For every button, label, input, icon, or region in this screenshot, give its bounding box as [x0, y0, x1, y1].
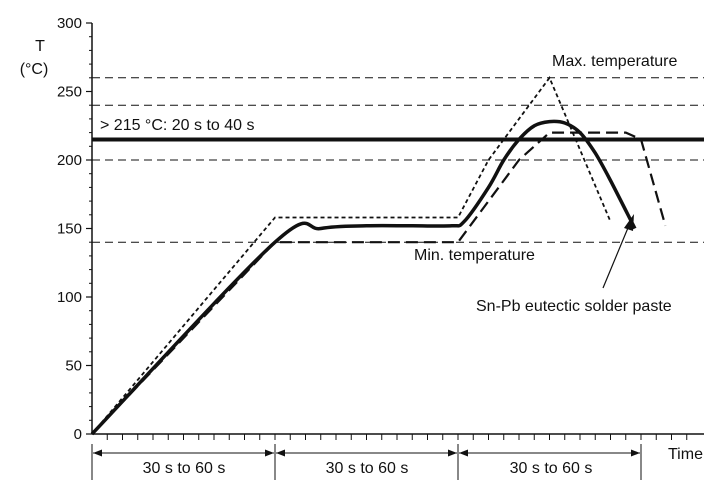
- max-temperature-label: Max. temperature: [552, 53, 677, 70]
- y-tick-label: 300: [57, 15, 82, 32]
- x-minor-ticks: [106, 434, 688, 440]
- y-axis-unit: (°C): [20, 61, 49, 78]
- y-tick-label: 250: [57, 84, 82, 101]
- y-tick-label: 200: [57, 152, 82, 169]
- solder-paste-arrow: [602, 214, 634, 289]
- solder-paste-label: Sn-Pb eutectic solder paste: [476, 298, 672, 315]
- interval-brackets: [91, 444, 642, 480]
- interval-label-1: 30 s to 60 s: [143, 460, 226, 477]
- series-line-dotted: [91, 76, 612, 435]
- y-tick-label: 0: [74, 426, 82, 443]
- y-tick-label: 50: [65, 358, 82, 375]
- threshold-label: > 215 °C: 20 s to 40 s: [100, 117, 255, 134]
- interval-arrow-left: [459, 449, 468, 457]
- y-ticks: 0 50 100 150 200 250 300: [57, 15, 92, 443]
- min-temperature-label: Min. temperature: [414, 247, 535, 264]
- interval-arrow-right: [631, 449, 640, 457]
- series-line-dashed: [91, 131, 667, 435]
- axes: [91, 23, 704, 435]
- y-tick-label: 150: [57, 221, 82, 238]
- interval-label-2: 30 s to 60 s: [326, 460, 409, 477]
- arrow-head: [624, 214, 634, 231]
- y-axis-label: T: [35, 38, 45, 55]
- interval-label-3: 30 s to 60 s: [510, 460, 593, 477]
- interval-arrow-right: [265, 449, 274, 457]
- arrow-shaft: [602, 222, 631, 289]
- interval-arrow-left: [276, 449, 285, 457]
- x-axis-label: Time: [668, 446, 703, 463]
- series-lines: [90, 76, 667, 436]
- interval-arrow-right: [448, 449, 457, 457]
- interval-arrow-left: [93, 449, 102, 457]
- y-tick-label: 100: [57, 289, 82, 306]
- series-line-solid: [90, 119, 637, 436]
